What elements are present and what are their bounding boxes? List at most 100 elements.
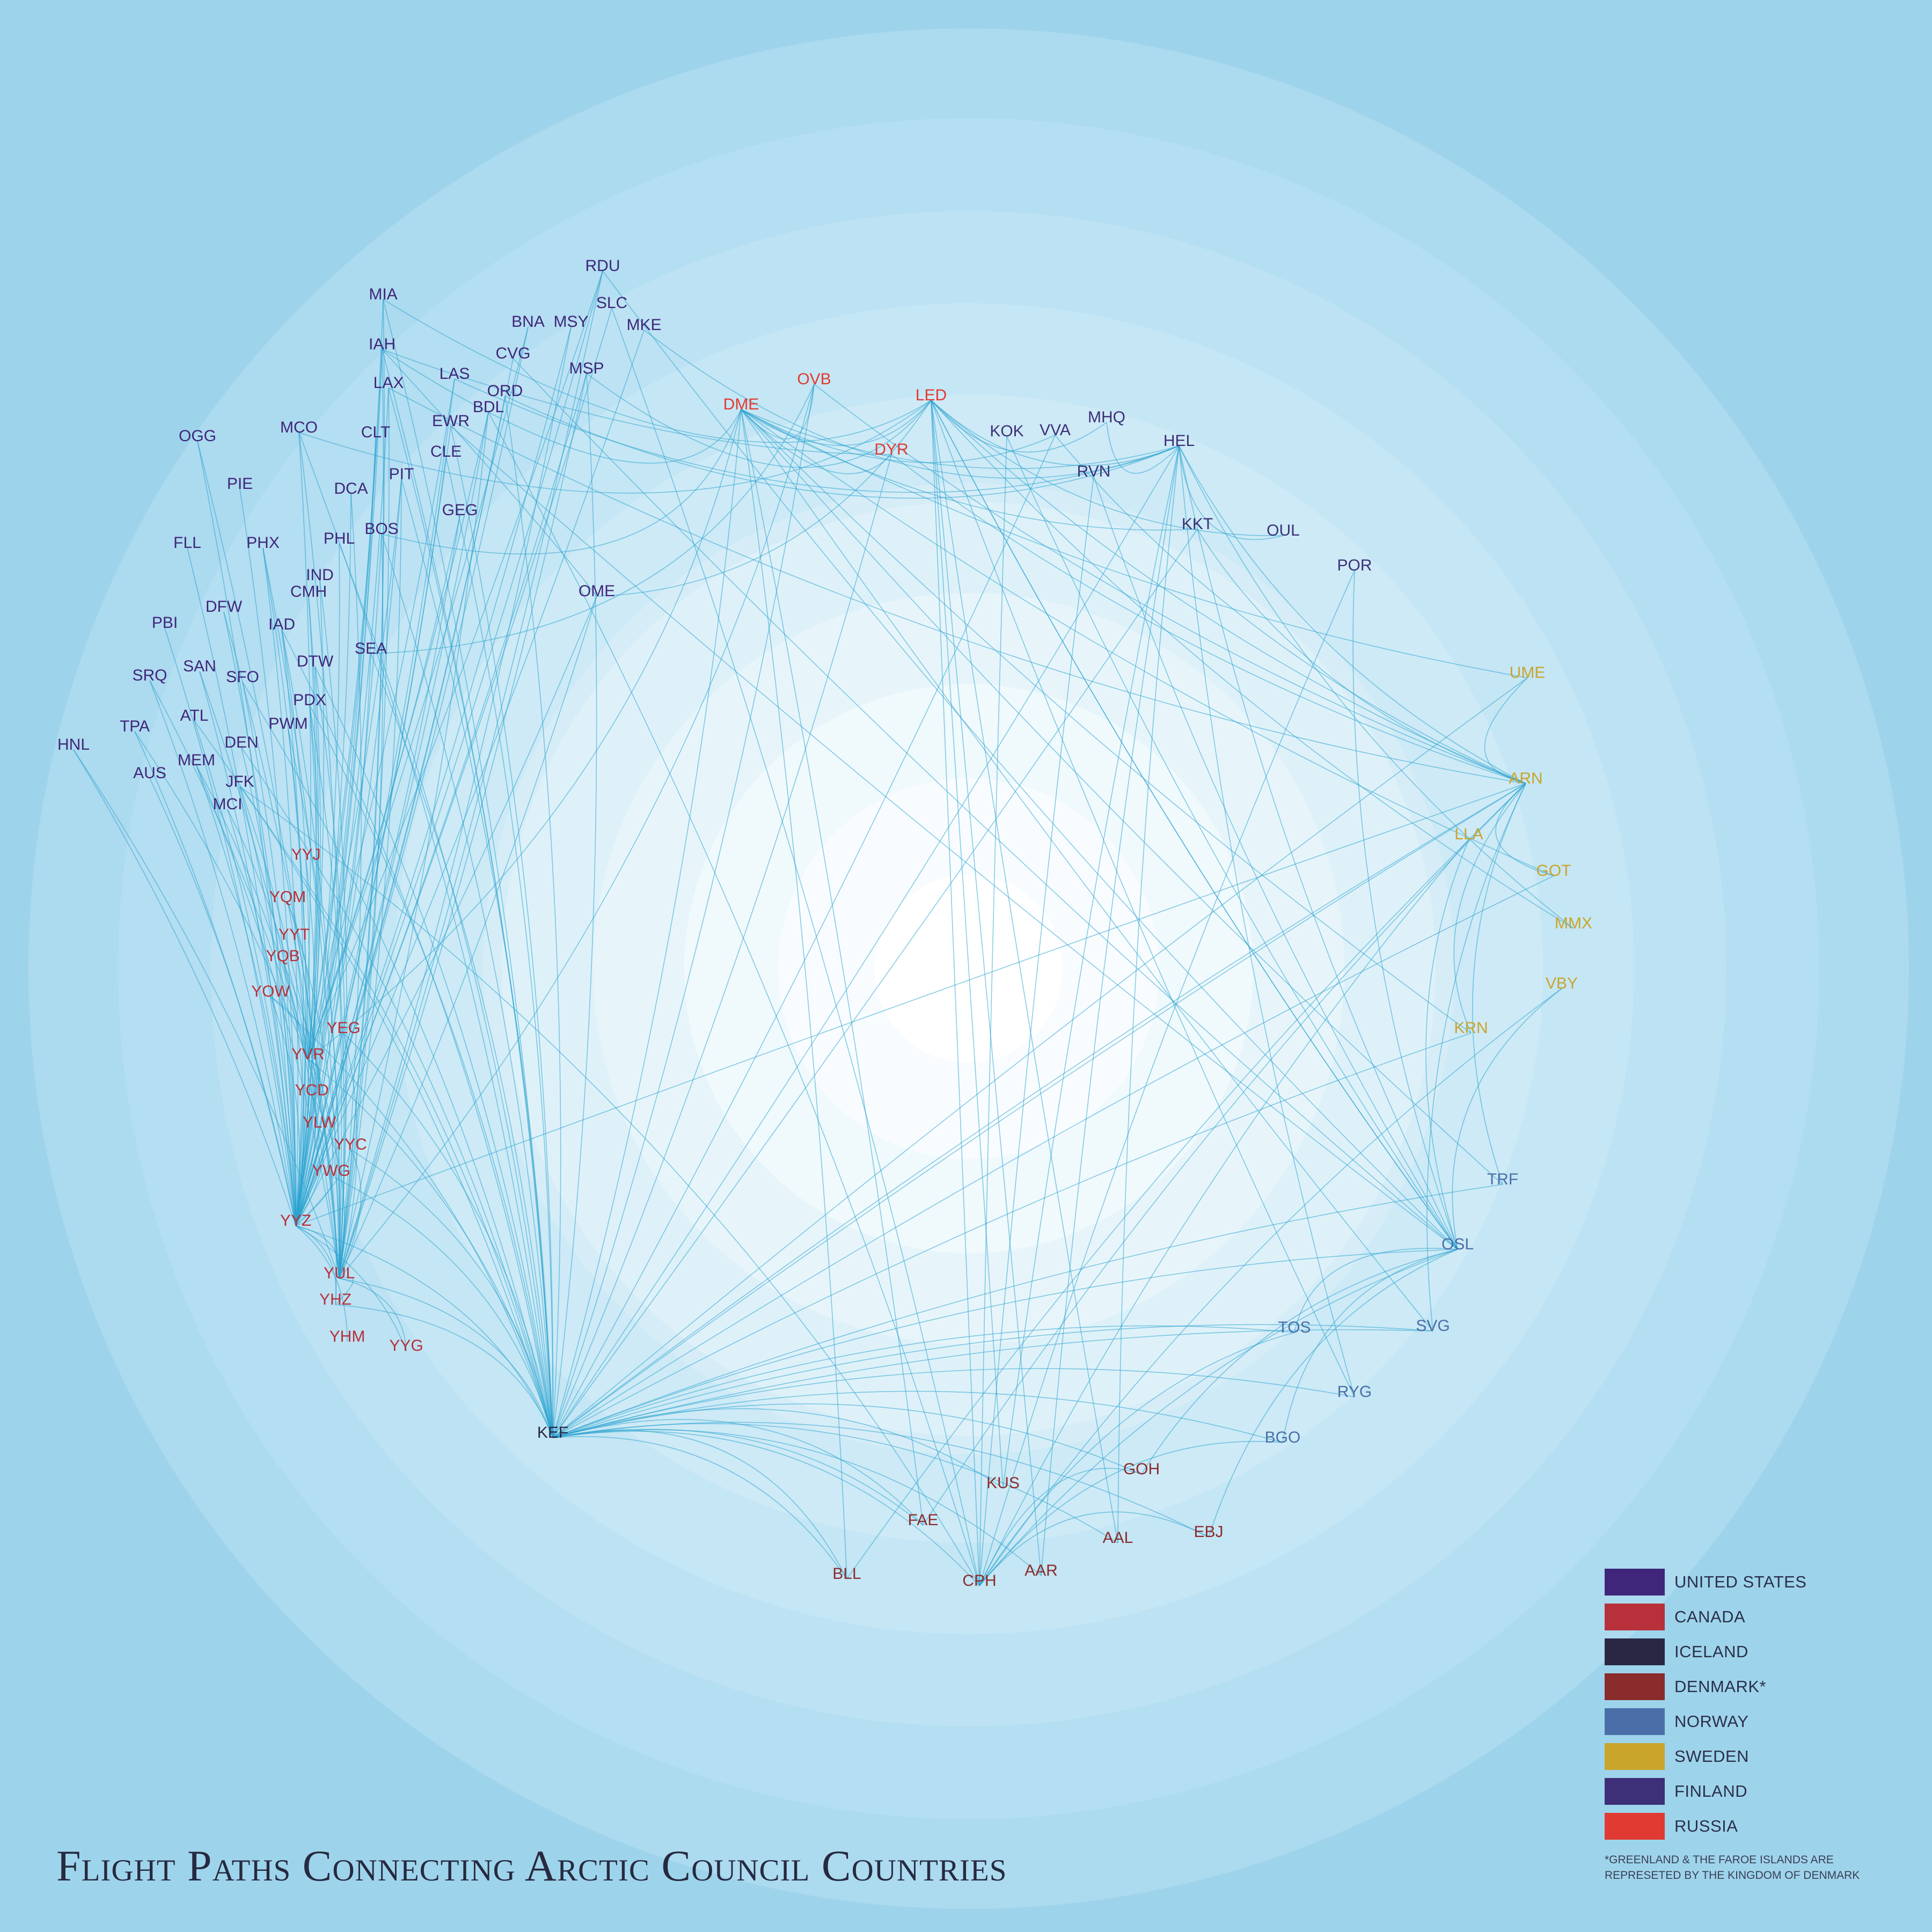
route-path	[242, 682, 296, 1226]
route-path	[242, 682, 553, 1438]
route-path	[931, 400, 1004, 1489]
route-path	[1425, 839, 1469, 1250]
route-path	[1472, 783, 1526, 1185]
airport-label-phl: PHL	[324, 530, 355, 547]
route-path	[339, 373, 587, 1279]
route-path	[295, 270, 603, 1226]
legend-item: SWEDEN	[1605, 1739, 1905, 1774]
airport-label-mke: MKE	[626, 316, 661, 334]
airport-label-pbi: PBI	[152, 614, 178, 632]
route-path	[552, 1429, 924, 1526]
route-path	[199, 671, 296, 1226]
airport-label-ebj: EBJ	[1194, 1523, 1223, 1541]
route-path	[308, 705, 319, 1060]
route-path	[287, 902, 341, 1279]
legend-item: UNITED STATES	[1605, 1564, 1905, 1599]
route-path	[262, 547, 340, 1279]
route-path	[488, 412, 980, 1586]
route-path	[931, 400, 1180, 466]
route-path	[846, 783, 1526, 1579]
airport-label-yyt: YYT	[279, 926, 310, 943]
airport-label-ind: IND	[306, 566, 334, 584]
route-path	[382, 349, 892, 455]
route-path	[1452, 988, 1562, 1250]
airport-label-geg: GEG	[442, 501, 478, 519]
route-path	[1179, 445, 1284, 540]
airport-label-tpa: TPA	[120, 718, 150, 735]
legend-swatch	[1605, 1812, 1665, 1840]
route-path	[1208, 1249, 1458, 1538]
airport-label-kok: KOK	[990, 422, 1023, 440]
airport-label-rdu: RDU	[586, 257, 620, 275]
airport-label-lla: LLA	[1454, 825, 1483, 843]
route-path	[923, 783, 1526, 1526]
airport-label-tos: TOS	[1278, 1319, 1311, 1336]
route-path	[931, 400, 1526, 784]
route-path	[308, 1059, 320, 1096]
route-path	[552, 445, 1180, 1438]
airport-label-ewr: EWR	[432, 412, 470, 430]
route-path	[382, 349, 742, 464]
route-path	[1426, 783, 1526, 1331]
legend-swatch	[1605, 1777, 1665, 1805]
route-path	[741, 409, 1433, 1331]
legend-item: NORWAY	[1605, 1704, 1905, 1739]
airport-label-sfo: SFO	[226, 668, 259, 686]
airport-label-cmh: CMH	[290, 583, 327, 601]
route-path	[295, 326, 572, 1226]
route-path	[1179, 445, 1526, 784]
airport-label-yhz: YHZ	[319, 1291, 352, 1308]
route-path	[445, 456, 553, 1438]
legend-label: ICELAND	[1674, 1642, 1748, 1661]
airport-label-pwm: PWM	[268, 715, 308, 733]
route-path	[1093, 476, 1458, 1250]
route-path	[295, 783, 1526, 1226]
airport-label-cle: CLE	[430, 443, 462, 460]
route-path	[196, 765, 340, 1279]
route-path	[339, 596, 597, 1279]
airport-label-pie: PIE	[227, 475, 253, 493]
route-path	[288, 728, 306, 1226]
airport-label-san: SAN	[183, 657, 216, 675]
route-path	[270, 996, 301, 1226]
airport-label-yvr: YVR	[291, 1045, 325, 1063]
airport-label-yeg: YEG	[326, 1019, 360, 1037]
route-path	[979, 1332, 1295, 1586]
route-path	[298, 432, 342, 1279]
airport-label-kef: KEF	[537, 1424, 568, 1441]
route-path	[552, 529, 1198, 1438]
route-path	[1179, 445, 1574, 929]
legend-swatch	[1605, 1673, 1665, 1700]
route-path	[370, 384, 815, 654]
airport-label-den: DEN	[224, 734, 258, 751]
route-path	[295, 1225, 407, 1351]
route-path	[227, 809, 296, 1226]
route-path	[196, 765, 296, 1226]
route-path	[979, 436, 1007, 1586]
route-path	[241, 747, 553, 1438]
legend-label: CANADA	[1674, 1607, 1746, 1626]
route-path	[1002, 445, 1180, 1489]
route-path	[552, 1419, 924, 1526]
airport-label-trf: TRF	[1487, 1170, 1518, 1188]
airport-label-msy: MSY	[553, 313, 588, 331]
route-path	[552, 1368, 1355, 1438]
route-path	[295, 1225, 348, 1342]
route-path	[1117, 445, 1180, 1543]
route-path	[281, 629, 304, 1226]
route-path	[931, 400, 1107, 453]
airport-label-slc: SLC	[596, 294, 627, 312]
route-path	[552, 409, 742, 1438]
airport-label-ywg: YWG	[312, 1162, 350, 1180]
legend-item: ICELAND	[1605, 1634, 1905, 1669]
route-path	[552, 1403, 1142, 1475]
route-path	[295, 653, 371, 1226]
airport-label-goh: GOH	[1123, 1460, 1160, 1478]
airport-label-ord: ORD	[487, 382, 523, 400]
route-path	[149, 680, 296, 1226]
airport-label-hel: HEL	[1163, 432, 1195, 450]
route-path	[1495, 783, 1554, 876]
route-path	[288, 728, 341, 1279]
legend-note: *GREENLAND & THE FAROE ISLANDS ARE REPRE…	[1605, 1852, 1905, 1883]
